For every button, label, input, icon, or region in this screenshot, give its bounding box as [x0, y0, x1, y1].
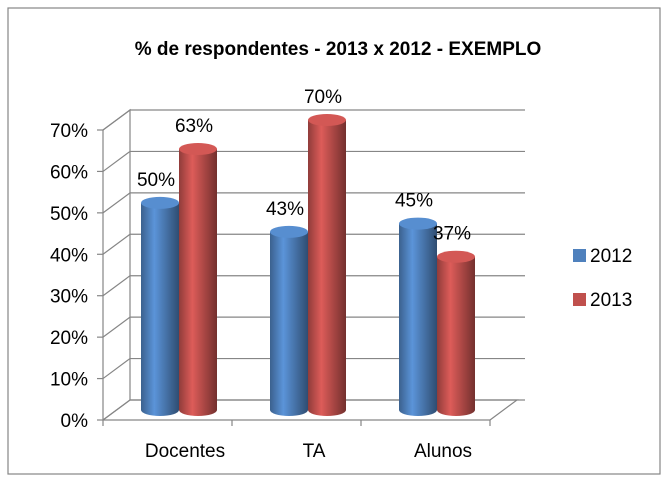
grid-line — [102, 233, 525, 255]
legend-swatch — [573, 293, 586, 306]
data-label: 37% — [433, 224, 471, 245]
data-label: 43% — [266, 199, 304, 220]
grid-line — [102, 357, 525, 380]
grid-line — [102, 109, 525, 131]
y-tick-label: 40% — [50, 245, 88, 266]
bar-top — [308, 114, 346, 126]
y-tick-label: 70% — [50, 121, 88, 142]
bar-top — [270, 225, 308, 238]
y-tick-label: 50% — [50, 204, 88, 225]
bar — [308, 120, 346, 416]
grid-line — [102, 192, 525, 214]
bar — [437, 256, 475, 416]
grid-line — [102, 316, 525, 338]
grid-line — [102, 399, 525, 421]
x-tick-label: Docentes — [145, 441, 225, 462]
data-label: 63% — [175, 116, 213, 137]
bar-top — [437, 250, 475, 263]
bar-top — [179, 143, 217, 155]
legend-swatch — [573, 249, 586, 262]
x-tick-label: Alunos — [414, 441, 472, 462]
y-tick-label: 20% — [50, 328, 88, 349]
bar-top — [399, 217, 437, 230]
y-tick-label: 60% — [50, 162, 88, 183]
y-tick-label: 30% — [50, 287, 88, 308]
bar — [399, 223, 437, 416]
y-tick-label: 0% — [61, 411, 89, 432]
y-tick-label: 10% — [50, 370, 88, 391]
bar-top — [141, 196, 179, 209]
grid-line — [102, 275, 525, 297]
data-label: 50% — [137, 170, 175, 191]
grid-line — [102, 150, 525, 172]
legend-label: 2012 — [590, 246, 632, 267]
bar — [141, 202, 179, 416]
data-label: 70% — [304, 87, 342, 108]
legend-label: 2013 — [590, 290, 632, 311]
bar — [270, 231, 308, 416]
x-tick-label: TA — [303, 441, 326, 462]
bar — [179, 149, 217, 416]
data-label: 45% — [395, 191, 433, 212]
chart-title: % de respondentes - 2013 x 2012 - EXEMPL… — [135, 39, 542, 60]
